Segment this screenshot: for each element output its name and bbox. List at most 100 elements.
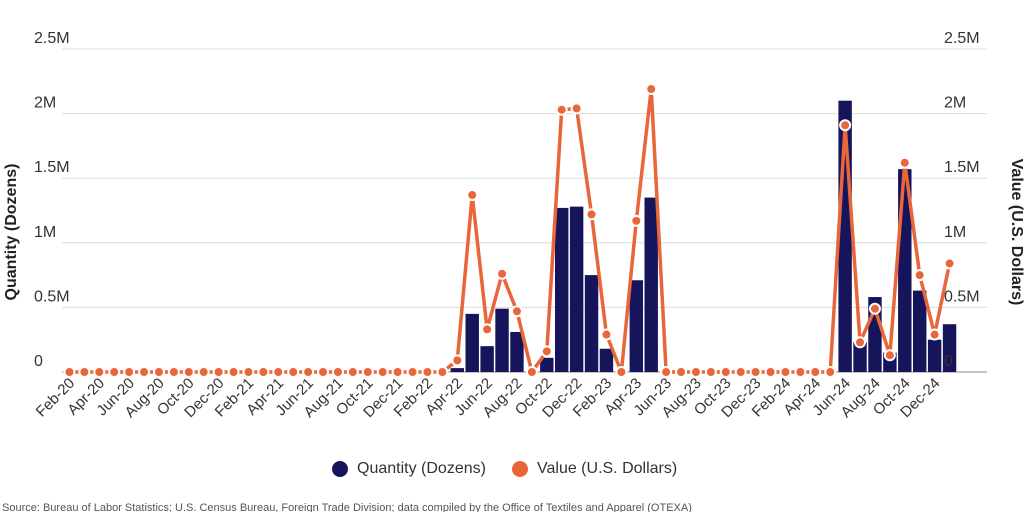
y-tick-label-right: 2.5M xyxy=(944,30,980,47)
y-tick-label-left: 1M xyxy=(34,224,56,241)
y-tick-label-right: 1M xyxy=(944,224,966,241)
legend-label-quantity: Quantity (Dozens) xyxy=(357,460,486,477)
point-value xyxy=(182,366,195,378)
bar-quantity xyxy=(942,324,957,372)
point-value xyxy=(570,102,583,115)
point-value xyxy=(943,257,956,270)
point-value xyxy=(630,214,643,227)
point-value xyxy=(227,366,240,378)
point-value xyxy=(540,345,553,358)
bar-quantity xyxy=(599,348,614,372)
bar-quantity xyxy=(555,207,569,372)
bar-quantity xyxy=(644,197,658,372)
point-value xyxy=(764,366,777,378)
point-value xyxy=(525,366,538,378)
point-value xyxy=(868,302,881,315)
point-value xyxy=(406,366,419,378)
point-value xyxy=(451,354,464,367)
point-value xyxy=(660,366,673,378)
bar-quantity xyxy=(450,368,464,372)
point-value xyxy=(824,366,837,378)
x-axis-ticks: Feb-20Apr-20Jun-20Aug-20Oct-20Dec-20Feb-… xyxy=(33,375,944,421)
y-tick-label-right: 1.5M xyxy=(944,159,980,176)
bar-quantity xyxy=(510,331,524,372)
point-value xyxy=(719,366,732,378)
y-tick-label-left: 0 xyxy=(34,353,43,370)
point-value xyxy=(600,328,613,341)
point-value xyxy=(138,366,151,378)
point-value xyxy=(93,366,106,378)
y-tick-label-left: 1.5M xyxy=(34,159,70,176)
point-value xyxy=(913,269,926,282)
bar-quantity xyxy=(540,357,554,372)
point-value xyxy=(481,323,494,336)
point-value xyxy=(346,366,359,378)
point-value xyxy=(317,366,330,378)
legend-label-value: Value (U.S. Dollars) xyxy=(537,460,677,477)
point-value xyxy=(615,366,628,378)
y-axis-left-title: Quantity (Dozens) xyxy=(3,164,20,301)
legend: Quantity (Dozens) Value (U.S. Dollars) xyxy=(332,460,677,477)
point-value xyxy=(123,366,136,378)
point-value xyxy=(197,366,210,378)
y-axis-right-title: Value (U.S. Dollars) xyxy=(1008,159,1024,306)
line-series-value xyxy=(63,83,956,378)
point-value xyxy=(108,366,121,378)
point-value xyxy=(421,366,434,378)
point-value xyxy=(302,366,315,378)
point-value xyxy=(779,366,792,378)
point-value xyxy=(212,366,225,378)
line-value-path xyxy=(69,87,952,374)
bar-quantity xyxy=(853,342,867,372)
point-value xyxy=(898,156,911,169)
point-value xyxy=(287,366,300,378)
point-value xyxy=(839,119,852,132)
point-value xyxy=(496,267,509,280)
point-value xyxy=(391,366,404,378)
point-value xyxy=(645,83,658,96)
bar-quantity xyxy=(465,313,479,372)
source-note: Source: Bureau of Labor Statistics; U.S.… xyxy=(2,502,692,512)
y-axis-left-ticks: 0 0.5M 1M 1.5M 2M 2.5M xyxy=(34,30,70,370)
bar-quantity xyxy=(913,290,927,372)
point-value xyxy=(436,366,449,378)
point-value xyxy=(928,328,941,341)
point-value xyxy=(794,366,807,378)
point-value xyxy=(883,349,896,362)
point-value xyxy=(854,336,867,349)
point-value xyxy=(78,366,91,378)
point-value xyxy=(675,366,688,378)
point-value xyxy=(555,103,568,116)
y-tick-label-right: 0 xyxy=(944,353,953,370)
point-value xyxy=(257,366,270,378)
y-axis-right-ticks: 0 0.5M 1M 1.5M 2M 2.5M xyxy=(944,30,980,370)
bar-quantity xyxy=(495,308,509,372)
point-value xyxy=(704,366,717,378)
bar-quantity xyxy=(629,280,643,372)
point-value xyxy=(242,366,255,378)
legend-marker-quantity xyxy=(332,461,348,477)
y-tick-label-right: 0.5M xyxy=(944,288,980,305)
point-value xyxy=(689,366,702,378)
point-value xyxy=(466,188,479,201)
y-tick-label-left: 2M xyxy=(34,95,56,112)
bar-quantity xyxy=(569,206,584,372)
y-tick-label-left: 2.5M xyxy=(34,30,70,47)
point-value xyxy=(152,366,165,378)
y-tick-label-left: 0.5M xyxy=(34,288,70,305)
point-value xyxy=(510,305,523,318)
point-value xyxy=(167,366,180,378)
legend-marker-value xyxy=(512,461,528,477)
bar-quantity xyxy=(480,346,494,372)
y-tick-label-right: 2M xyxy=(944,95,966,112)
point-value xyxy=(585,208,598,221)
bar-quantity xyxy=(584,275,599,372)
point-value xyxy=(361,366,374,378)
point-value xyxy=(272,366,285,378)
point-value xyxy=(63,366,76,378)
point-value xyxy=(809,366,822,378)
point-value xyxy=(376,366,389,378)
point-value xyxy=(749,366,762,378)
point-value xyxy=(331,366,344,378)
